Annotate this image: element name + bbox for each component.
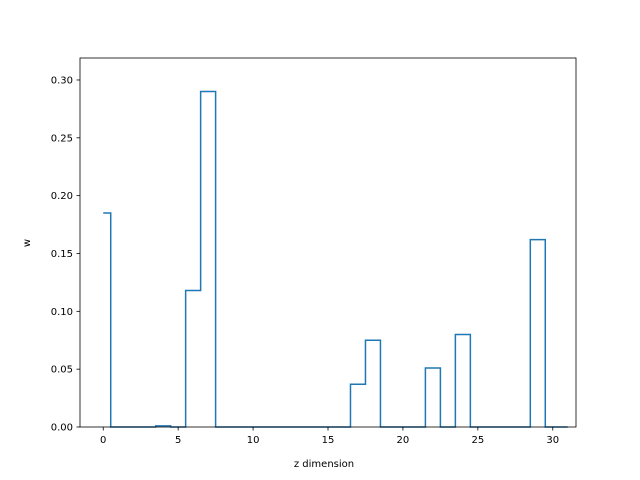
y-tick-label: 0.15 [51, 249, 73, 260]
x-tick-label: 15 [322, 435, 335, 446]
y-tick-label: 0.10 [51, 307, 73, 318]
y-axis-label: w [22, 239, 33, 247]
y-tick-label: 0.25 [51, 133, 73, 144]
y-tick-label: 0.00 [51, 423, 73, 434]
x-axis-label: z dimension [294, 459, 354, 470]
x-tick-label: 0 [100, 435, 106, 446]
y-tick-label: 0.05 [51, 365, 73, 376]
x-tick-label: 5 [175, 435, 181, 446]
y-tick-label: 0.30 [51, 75, 73, 86]
x-tick-label: 10 [247, 435, 260, 446]
y-tick-label: 0.20 [51, 191, 73, 202]
axes: 0 5 10 15 20 25 30 0.00 0.05 0.10 0.15 0.20 0.25 0.30 [51, 57, 577, 446]
x-tick-label: 30 [546, 435, 559, 446]
x-tick-label: 25 [471, 435, 484, 446]
x-tick-label: 20 [397, 435, 410, 446]
